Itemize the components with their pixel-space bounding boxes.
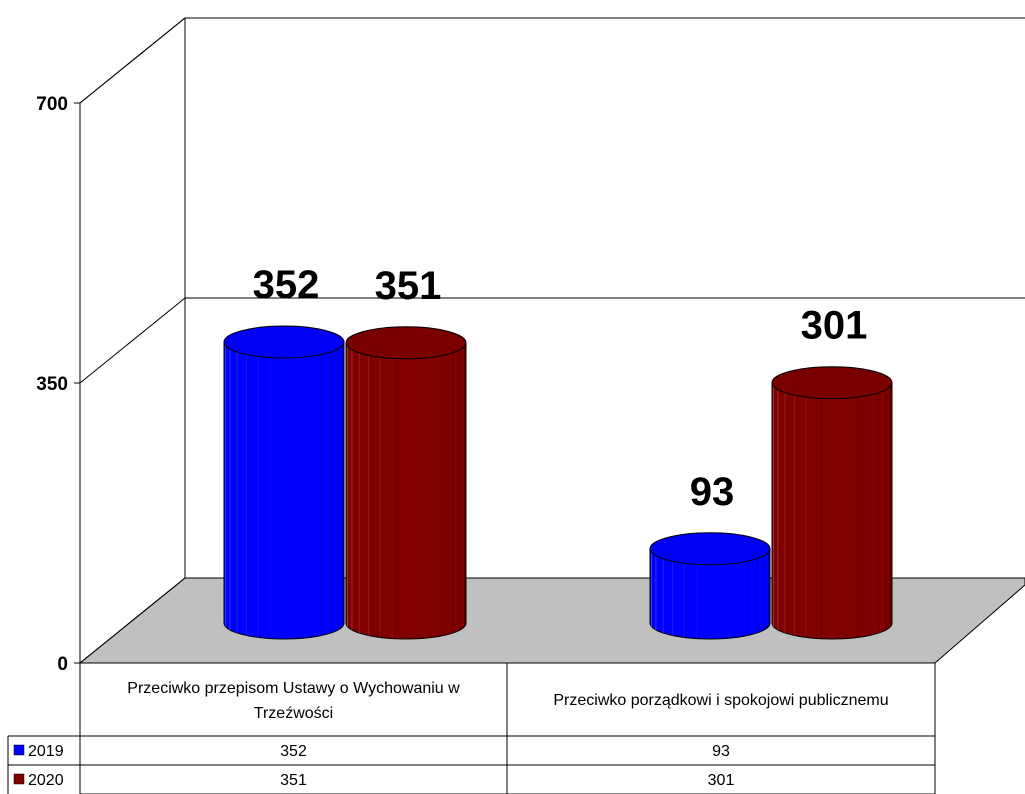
category-label-line: Trzeźwości xyxy=(254,705,333,722)
legend-swatch xyxy=(13,773,25,785)
category-label: Przeciwko przepisom Ustawy o Wychowaniu … xyxy=(127,680,460,722)
category-label: Przeciwko porządkowi i spokojowi publicz… xyxy=(553,692,888,709)
bar-top xyxy=(345,326,467,360)
category-label-line: Przeciwko przepisom Ustawy o Wychowaniu … xyxy=(127,680,460,697)
y-tick-label: 700 xyxy=(36,94,68,115)
bar-top xyxy=(771,366,893,400)
data-label: 93 xyxy=(690,470,735,514)
gridline-diagonal xyxy=(79,577,186,664)
chart-bars xyxy=(223,325,893,640)
data-label: 352 xyxy=(253,263,320,307)
table-value: 301 xyxy=(708,772,735,789)
y-tick-label: 350 xyxy=(36,374,68,395)
table-value: 93 xyxy=(712,743,730,760)
data-table: Przeciwko przepisom Ustawy o Wychowaniu … xyxy=(7,662,936,794)
bar-2019-2 xyxy=(649,532,771,640)
table-value: 352 xyxy=(280,743,307,760)
gridline-diagonal xyxy=(79,297,186,384)
bar-top xyxy=(223,325,345,359)
data-label: 301 xyxy=(801,304,868,348)
chart-labels: 0 350 700 352 93 351 301 xyxy=(36,94,867,675)
y-tick-label: 0 xyxy=(57,654,68,675)
legend-entry: 2020 xyxy=(28,772,64,789)
data-label: 351 xyxy=(375,264,442,308)
bar-2020-2 xyxy=(771,366,893,640)
table-value: 351 xyxy=(280,772,307,789)
legend-entry: 2019 xyxy=(28,743,64,760)
bar-top xyxy=(649,532,771,566)
gridline-diagonal xyxy=(79,17,186,104)
bar-2020-1 xyxy=(345,326,467,640)
bar-2019-1 xyxy=(223,325,345,640)
legend-swatch xyxy=(13,744,25,756)
